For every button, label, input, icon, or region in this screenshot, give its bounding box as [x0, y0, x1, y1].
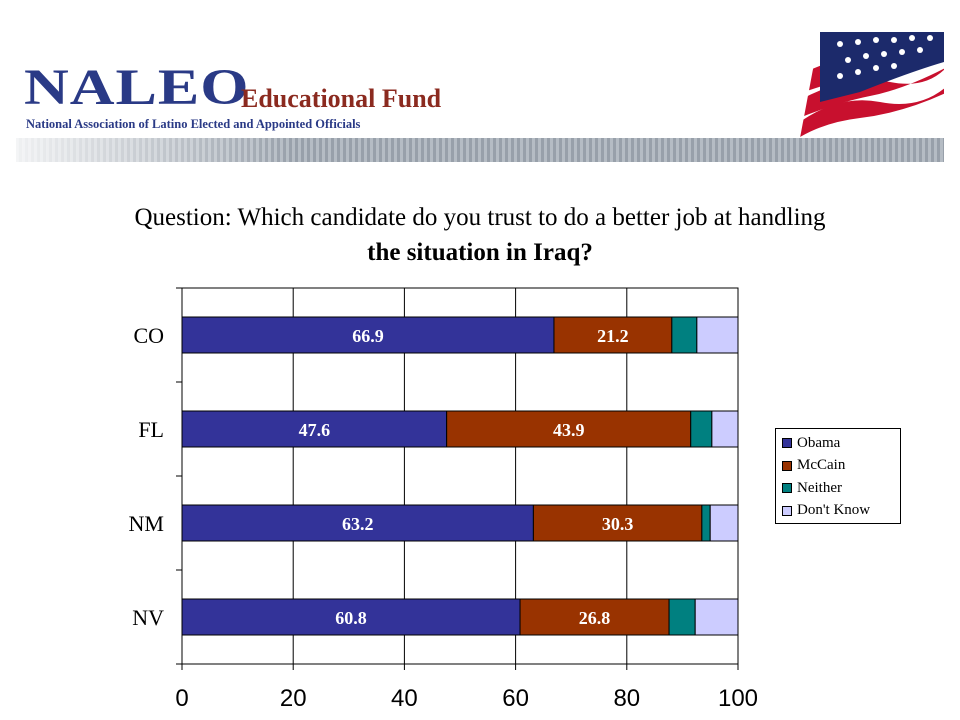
legend-swatch — [782, 505, 792, 516]
category-label-fl: FL — [138, 417, 164, 442]
bar-data-label: 43.9 — [553, 420, 585, 440]
question-line-1: Question: Which candidate do you trust t… — [134, 204, 826, 231]
question-text: Question: Which candidate do you trust t… — [0, 200, 960, 270]
bar-data-label: 30.3 — [602, 514, 634, 534]
bar-data-label: 63.2 — [342, 514, 374, 534]
bar-data-label: 66.9 — [352, 326, 384, 346]
bar-segment-obama-co — [181, 316, 555, 354]
chart-bars: 66.9 21.2 47.6 43.9 63.2 30.3 60.8 26.8 — [181, 316, 739, 636]
bar-segment-mccain-nm — [532, 504, 703, 542]
logo-main-text: NALEO — [24, 59, 250, 116]
legend-swatch — [782, 483, 792, 494]
bar-segment-obama-nm — [181, 504, 534, 542]
header-divider-bar — [16, 138, 944, 162]
x-tick-label: 20 — [280, 685, 307, 712]
chart-legend: Obama McCain Neither Don't Know — [775, 428, 901, 524]
american-flag-icon — [800, 32, 944, 138]
legend-swatch — [782, 460, 792, 471]
bar-data-label: 26.8 — [579, 608, 611, 628]
bar-data-label: 21.2 — [597, 326, 629, 346]
legend-item: McCain — [782, 455, 900, 478]
legend-label: Neither — [797, 479, 842, 496]
bar-segment-obama-fl — [181, 410, 448, 448]
x-tick-label: 80 — [613, 685, 640, 712]
bar-segment-neither-nv — [668, 598, 696, 636]
legend-label: Don't Know — [797, 502, 871, 519]
header: NALEO Educational Fund National Associat… — [0, 0, 960, 165]
bar-data-label: 47.6 — [299, 420, 331, 440]
bar-segment-neither-fl — [690, 410, 713, 448]
bar-segment-don-t-know-nm — [709, 504, 739, 542]
bar-segment-obama-nv — [181, 598, 521, 636]
x-tick-label: 40 — [391, 685, 418, 712]
x-tick-label: 60 — [502, 685, 529, 712]
logo-educational-fund-text: Educational Fund — [241, 84, 442, 113]
legend-swatch — [782, 438, 792, 449]
bar-segment-mccain-nv — [519, 598, 670, 636]
question-line-2: the situation in Iraq? — [367, 239, 593, 266]
bar-segment-don-t-know-fl — [711, 410, 739, 448]
legend-label: McCain — [797, 457, 846, 474]
legend-item: Obama — [782, 432, 900, 455]
bar-segment-mccain-co — [553, 316, 673, 354]
category-label-co: CO — [133, 323, 164, 348]
category-label-nv: NV — [132, 605, 164, 630]
logo-subtitle-text: National Association of Latino Elected a… — [26, 117, 361, 131]
bar-segment-don-t-know-co — [696, 316, 739, 354]
bar-segment-neither-co — [671, 316, 698, 354]
legend-item: Don't Know — [782, 500, 900, 523]
legend-item: Neither — [782, 477, 900, 500]
bar-segment-neither-nm — [701, 504, 711, 542]
chart-axes: 0 20 40 60 80 100 CO FL NM NV — [129, 287, 758, 712]
x-tick-label: 0 — [175, 685, 188, 712]
bar-segment-mccain-fl — [446, 410, 692, 448]
legend-label: Obama — [797, 434, 841, 451]
x-tick-label: 100 — [718, 685, 758, 712]
category-label-nm: NM — [129, 511, 164, 536]
bar-segment-don-t-know-nv — [694, 598, 739, 636]
bar-data-label: 60.8 — [335, 608, 367, 628]
